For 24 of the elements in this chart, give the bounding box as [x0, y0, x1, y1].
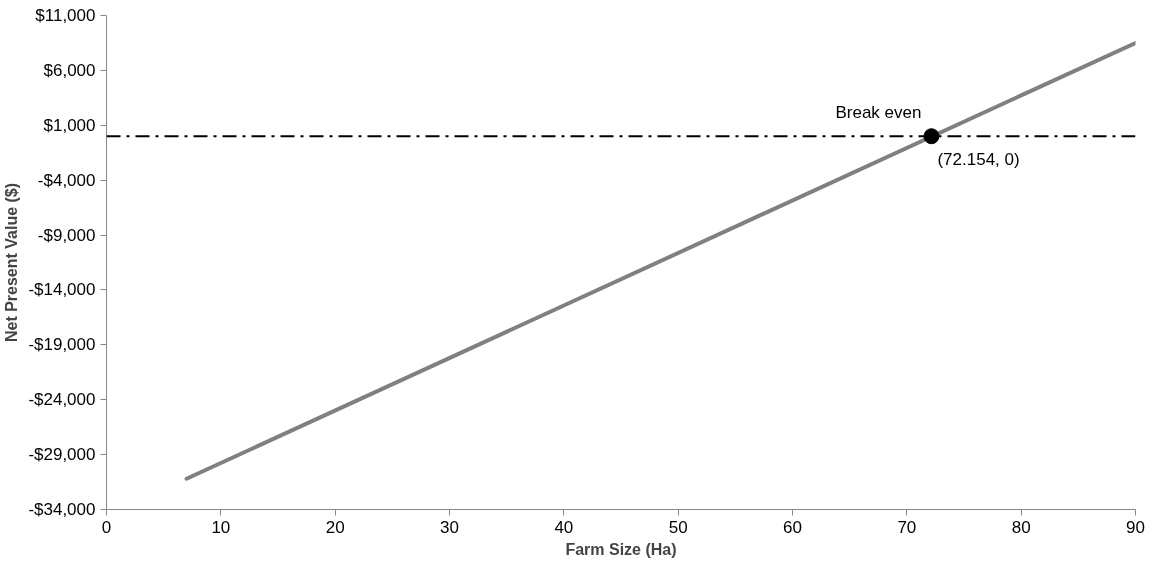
- x-tick-label: 30: [440, 517, 459, 537]
- annotation: (72.154, 0): [937, 150, 1020, 170]
- y-tick-label: -$9,000: [37, 225, 96, 245]
- x-tick-label: 50: [668, 517, 688, 537]
- y-tick-label: -$14,000: [28, 280, 96, 300]
- x-tick-label: 60: [783, 517, 802, 537]
- x-tick-label: 0: [101, 517, 112, 537]
- x-tick-label: 20: [325, 517, 345, 537]
- y-axis-title: Net Present Value ($): [3, 182, 21, 343]
- y-tick-label: -$29,000: [28, 445, 96, 465]
- x-axis-title: Farm Size (Ha): [565, 540, 677, 558]
- x-tick-label: 80: [1011, 517, 1031, 537]
- y-tick-label: -$24,000: [28, 390, 96, 410]
- y-tick-label: -$34,000: [28, 500, 96, 519]
- y-tick-label: $1,000: [43, 115, 96, 135]
- y-tick-label: -$19,000: [28, 335, 96, 355]
- x-tick-label: 70: [897, 517, 917, 537]
- x-tick-label: 10: [211, 517, 231, 537]
- y-tick-label: $11,000: [35, 6, 96, 25]
- annotation: Break even: [835, 103, 922, 123]
- x-tick-label: 90: [1126, 517, 1145, 537]
- x-tick-label: 40: [554, 517, 574, 537]
- y-tick-label: -$4,000: [37, 170, 96, 190]
- y-tick-label: $6,000: [43, 60, 96, 80]
